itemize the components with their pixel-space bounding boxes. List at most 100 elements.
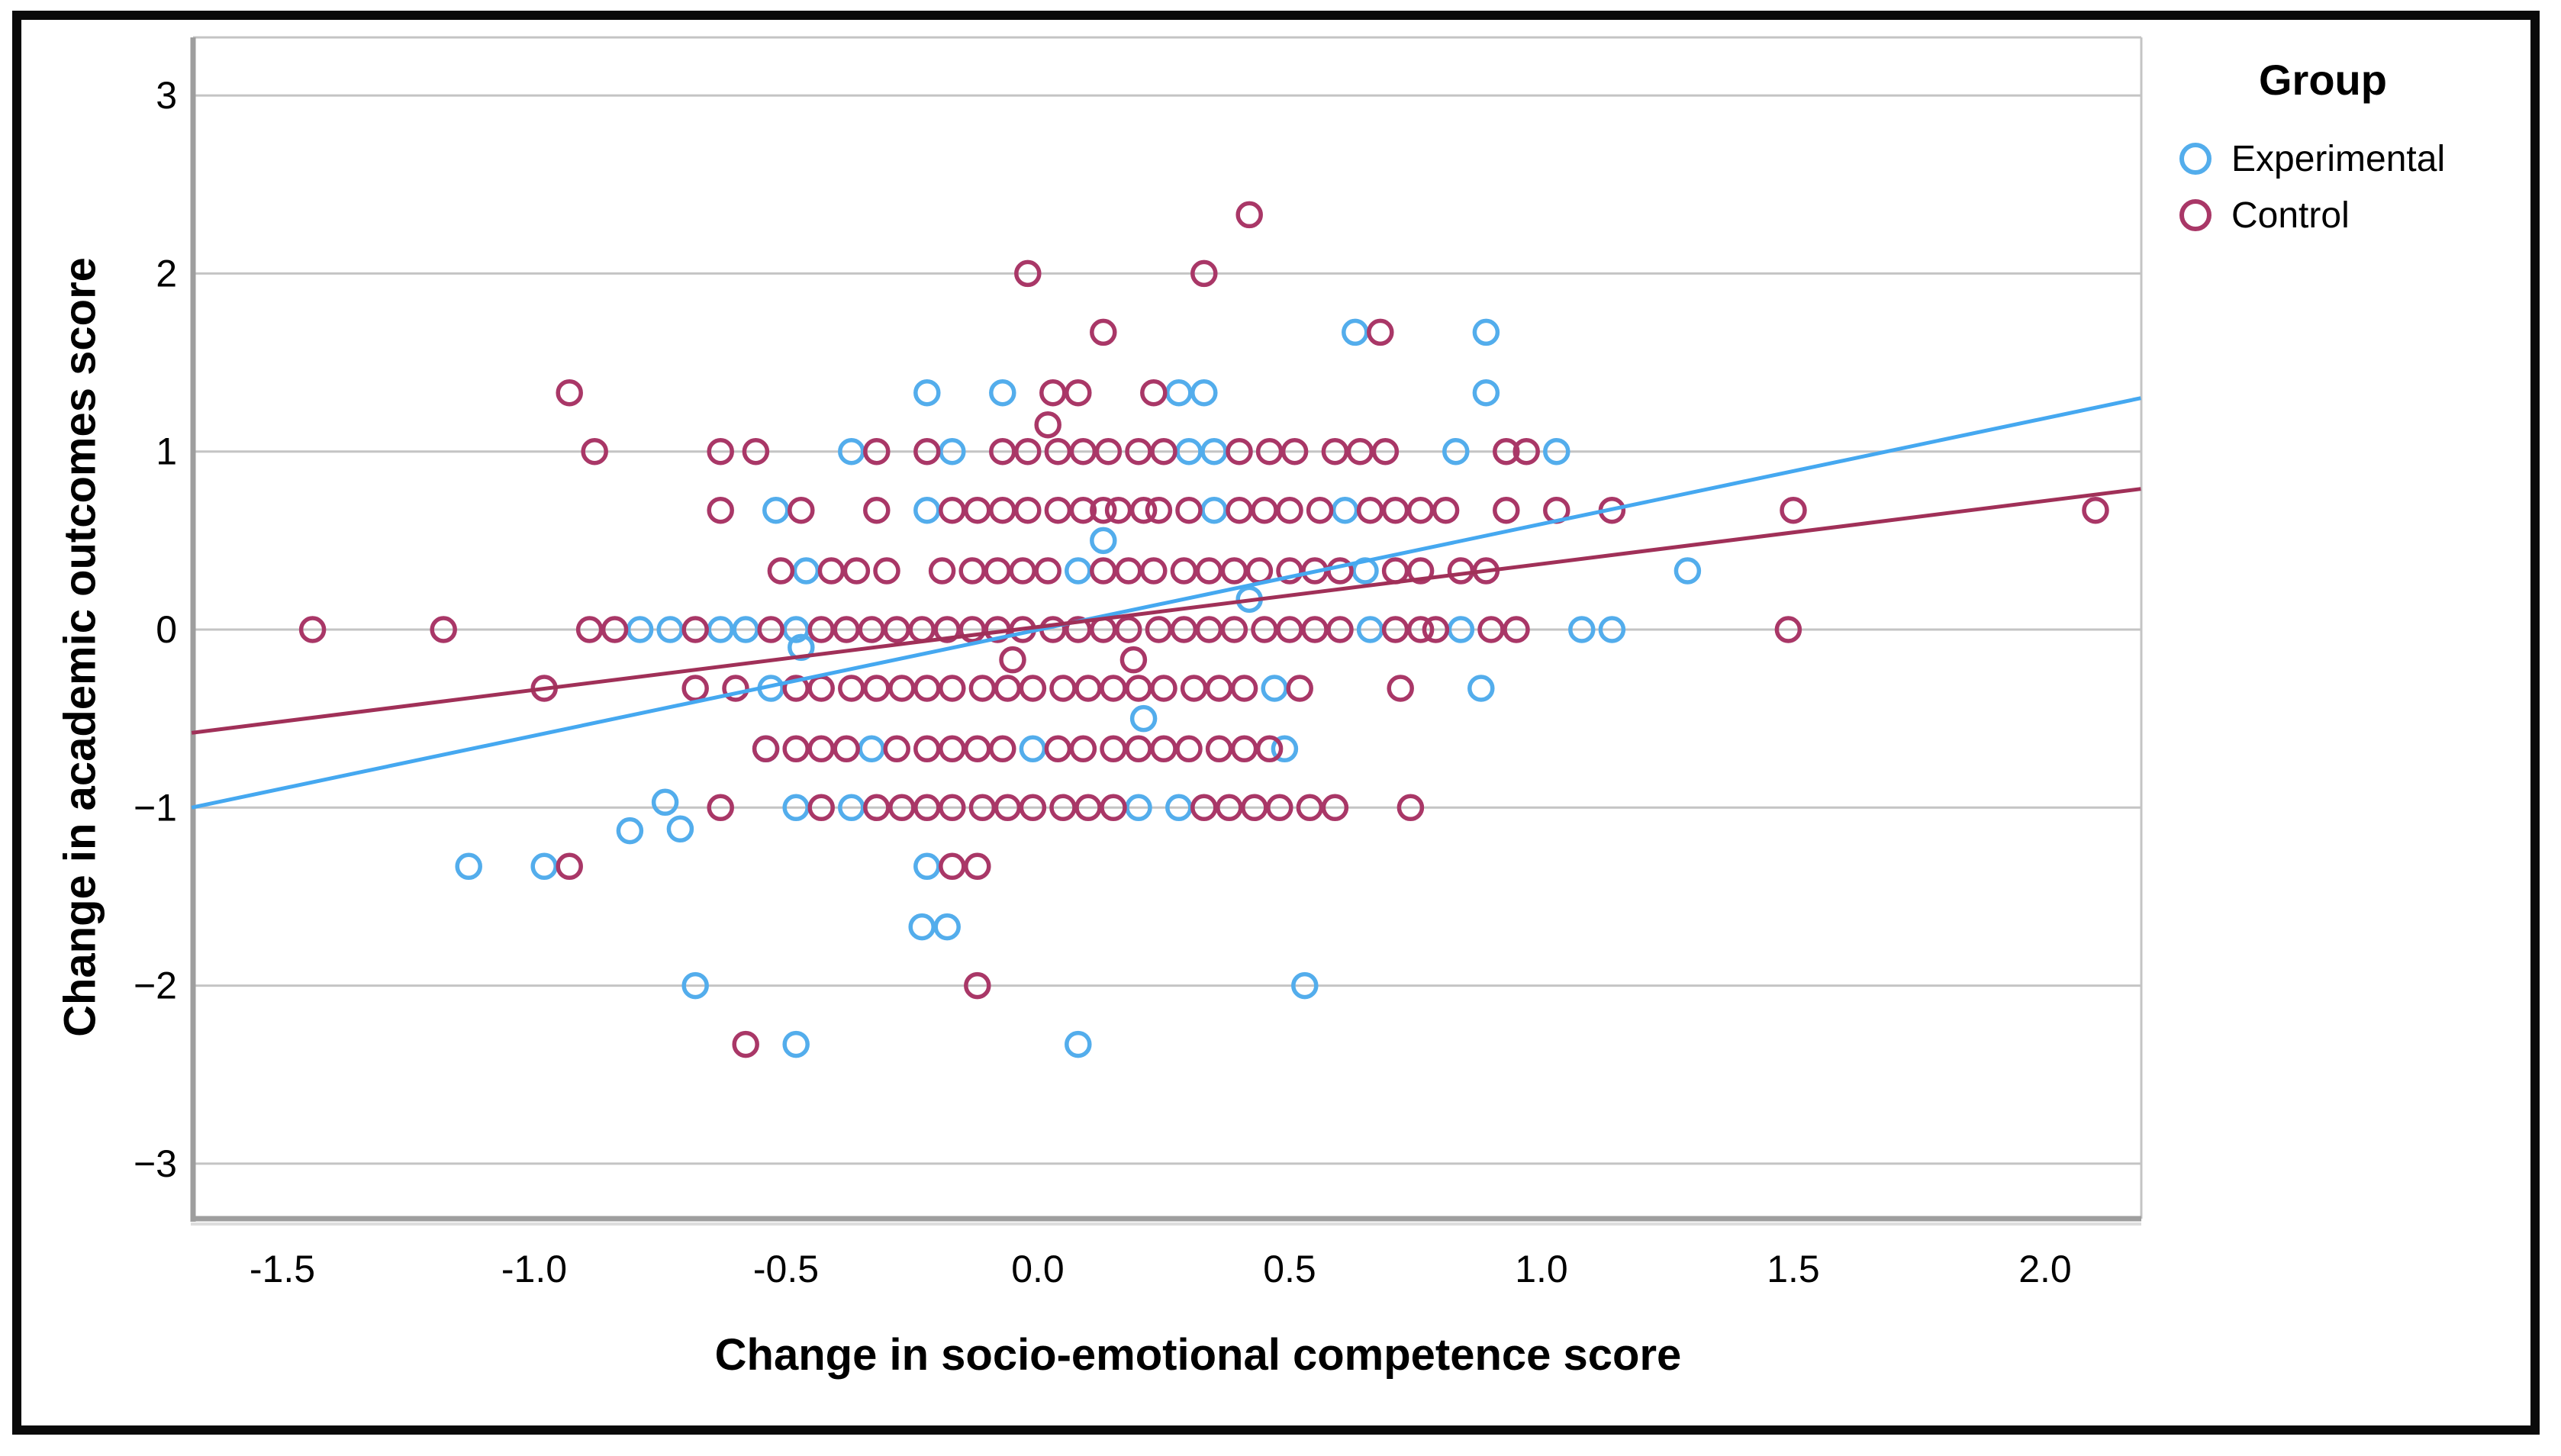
scatter-point-experimental [616, 817, 644, 845]
scatter-point-control [1432, 496, 1460, 524]
scatter-point-control [1276, 616, 1303, 643]
scatter-point-control [1190, 259, 1218, 288]
scatter-point-experimental [1472, 318, 1500, 346]
scatter-point-experimental [1472, 378, 1500, 407]
x-tick-label: 1.0 [1515, 1248, 1568, 1290]
scatter-point-control [939, 675, 966, 702]
scatter-point-control [1387, 675, 1414, 702]
scatter-point-control [888, 794, 916, 822]
scatter-point-control [863, 675, 891, 702]
scatter-point-control [1150, 735, 1177, 763]
scatter-point-control [1230, 735, 1258, 763]
scatter-point-control [863, 437, 891, 465]
control-marker-icon [2179, 199, 2211, 231]
fit-line-experimental [191, 396, 2141, 810]
scatter-point-control [807, 794, 835, 822]
scatter-point-control [1367, 318, 1394, 346]
scatter-point-control [883, 616, 910, 643]
x-tick-label: 0.0 [1011, 1248, 1065, 1290]
scatter-point-control [1039, 378, 1067, 407]
scatter-point-experimental [1165, 794, 1193, 822]
scatter-point-control [1074, 794, 1102, 822]
y-tick-label: 2 [156, 252, 177, 295]
scatter-point-experimental [908, 913, 936, 941]
scatter-point-control [958, 557, 986, 585]
scatter-point-control [984, 557, 1011, 585]
scatter-point-experimental [1090, 527, 1117, 555]
scatter-point-control [1371, 437, 1400, 465]
scatter-point-experimental [530, 852, 558, 881]
legend-label-control: Control [2231, 195, 2350, 236]
scatter-point-control [883, 735, 910, 763]
scatter-point-control [1034, 411, 1061, 439]
scatter-point-control [1326, 616, 1354, 643]
y-tick-label: −2 [134, 965, 177, 1007]
scatter-point-control [888, 675, 916, 702]
scatter-point-control [1266, 794, 1293, 822]
scatter-point-control [939, 794, 966, 822]
scatter-point-control [1220, 616, 1248, 643]
scatter-point-experimental [782, 1030, 810, 1058]
scatter-point-control [964, 735, 991, 763]
scatter-point-control [913, 794, 941, 822]
scatter-point-control [964, 496, 991, 524]
scatter-point-control [1180, 675, 1208, 702]
scatter-point-control [1090, 557, 1117, 585]
y-tick-label: 1 [156, 430, 177, 473]
scatter-point-control [1049, 794, 1077, 822]
scatter-point-experimental [913, 496, 941, 524]
scatter-point-control [1230, 675, 1258, 702]
scatter-point-control [1306, 496, 1334, 524]
scatter-point-control [430, 616, 457, 643]
scatter-point-control [298, 616, 327, 643]
legend-item-control: Control [2173, 187, 2445, 243]
scatter-point-control [1069, 437, 1097, 465]
x-tick-label: 1.5 [1767, 1248, 1820, 1290]
scatter-point-control [1069, 496, 1097, 524]
scatter-point-experimental [858, 735, 885, 763]
scatter-point-control [788, 496, 815, 524]
scatter-point-control [1140, 557, 1168, 585]
scatter-point-experimental [626, 616, 654, 643]
scatter-point-control [939, 496, 966, 524]
scatter-point-experimental [838, 437, 865, 465]
scatter-point-control [1125, 437, 1152, 465]
scatter-point-control [958, 616, 986, 643]
scatter-point-control [757, 616, 784, 643]
scatter-point-control [968, 794, 997, 822]
scatter-point-control [1090, 318, 1117, 346]
scatter-point-control [1044, 735, 1072, 763]
scatter-point-control [1065, 616, 1092, 643]
scatter-point-experimental [1291, 971, 1319, 1000]
scatter-point-control [1774, 616, 1802, 643]
scatter-point-control [1014, 259, 1042, 288]
scatter-point-control [913, 675, 941, 702]
scatter-point-control [1145, 496, 1173, 524]
x-tick-label: -1.0 [501, 1248, 567, 1290]
scatter-point-experimental [1447, 616, 1475, 643]
figure-border [12, 11, 2540, 1435]
scatter-point-experimental [1125, 794, 1152, 822]
scatter-point-control [1226, 496, 1253, 524]
scatter-point-control [1100, 794, 1127, 822]
scatter-point-control [601, 616, 629, 643]
scatter-point-control [1049, 675, 1077, 702]
scatter-point-control [833, 616, 860, 643]
scatter-point-experimental [455, 852, 482, 881]
scatter-point-experimental [1065, 1030, 1092, 1058]
scatter-point-control [1503, 616, 1530, 643]
scatter-point-control [1280, 437, 1309, 465]
scatter-point-control [939, 735, 966, 763]
scatter-point-control [1175, 735, 1203, 763]
scatter-point-control [964, 971, 991, 1000]
scatter-point-experimental [1261, 675, 1288, 702]
scatter-point-control [681, 675, 709, 702]
scatter-point-control [1175, 496, 1203, 524]
scatter-point-control [1493, 437, 1520, 465]
scatter-point-control [838, 675, 865, 702]
scatter-point-control [989, 735, 1016, 763]
scatter-point-experimental [681, 971, 709, 1000]
scatter-point-control [1034, 557, 1061, 585]
scatter-point-control [1493, 496, 1520, 524]
scatter-point-experimental [1568, 616, 1596, 643]
